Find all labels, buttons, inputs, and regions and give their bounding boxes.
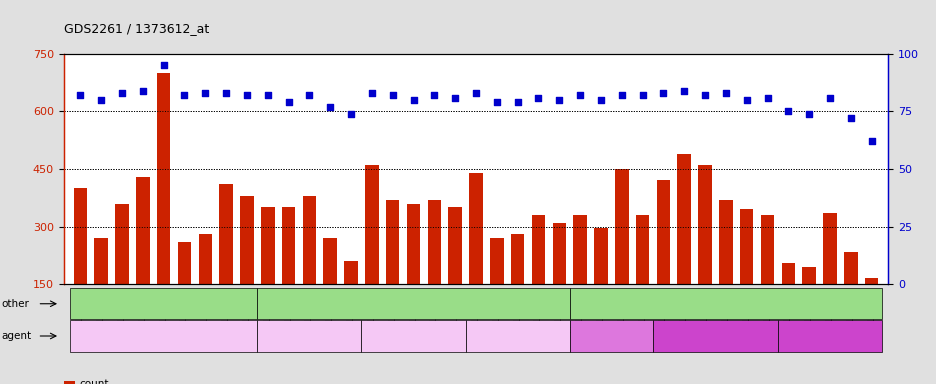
Bar: [573, 215, 586, 342]
Point: [218, 90, 233, 96]
Text: dinitrophenol: dinitrophenol: [381, 331, 446, 341]
Bar: [843, 252, 856, 342]
Bar: [760, 215, 773, 342]
Bar: [115, 204, 128, 342]
Bar: [636, 215, 649, 342]
Point: [531, 94, 546, 101]
Bar: [490, 238, 503, 342]
Bar: [531, 215, 545, 342]
Text: other: other: [2, 299, 30, 309]
Point: [655, 90, 670, 96]
Point: [822, 94, 837, 101]
Bar: [739, 209, 753, 342]
Point: [759, 94, 774, 101]
Bar: [323, 238, 337, 342]
Bar: [552, 223, 565, 342]
Bar: [510, 234, 524, 342]
Point: [489, 99, 504, 105]
Bar: [136, 177, 150, 342]
Bar: [427, 200, 441, 342]
Point: [177, 92, 192, 98]
Bar: [156, 73, 170, 342]
Text: n-methylformamide: n-methylformamide: [781, 331, 877, 341]
Bar: [178, 242, 191, 342]
Bar: [448, 207, 461, 342]
Text: toxic: toxic: [711, 299, 739, 309]
Bar: [386, 200, 399, 342]
Point: [551, 97, 566, 103]
Text: GDS2261 / 1373612_at: GDS2261 / 1373612_at: [64, 22, 209, 35]
Point: [240, 92, 255, 98]
Bar: [95, 238, 108, 342]
Point: [592, 97, 607, 103]
Text: untreated: untreated: [139, 331, 187, 341]
Point: [427, 92, 442, 98]
Point: [73, 92, 88, 98]
Point: [739, 97, 753, 103]
Point: [135, 88, 150, 94]
Point: [197, 90, 212, 96]
Point: [344, 111, 358, 117]
Bar: [198, 234, 212, 342]
Point: [114, 90, 129, 96]
Point: [863, 138, 878, 144]
Point: [405, 97, 420, 103]
Point: [281, 99, 296, 105]
Text: caerulein: caerulein: [286, 331, 331, 341]
Text: dimethylnitrosamine: dimethylnitrosamine: [665, 331, 766, 341]
Point: [364, 90, 379, 96]
Text: agent: agent: [2, 331, 32, 341]
Bar: [406, 204, 420, 342]
Point: [801, 111, 816, 117]
Point: [718, 90, 733, 96]
Text: count: count: [80, 379, 109, 384]
Point: [447, 94, 462, 101]
Point: [509, 99, 524, 105]
Bar: [801, 267, 815, 342]
Point: [468, 90, 483, 96]
Text: control: control: [144, 299, 183, 309]
Point: [301, 92, 316, 98]
Point: [260, 92, 275, 98]
Point: [156, 62, 171, 68]
Bar: [677, 154, 690, 342]
Point: [780, 108, 795, 114]
Point: [385, 92, 400, 98]
Bar: [823, 213, 836, 342]
Bar: [614, 169, 628, 342]
Text: non-toxic: non-toxic: [388, 299, 439, 309]
Bar: [718, 200, 732, 342]
Bar: [656, 180, 669, 342]
Bar: [864, 278, 877, 342]
Bar: [74, 188, 87, 342]
Bar: [240, 196, 254, 342]
Bar: [219, 184, 233, 342]
Point: [676, 88, 691, 94]
Bar: [781, 263, 795, 342]
Point: [842, 115, 857, 121]
Text: alpha-naphthylisothiocyan
ate: alpha-naphthylisothiocyan ate: [546, 325, 676, 347]
Bar: [697, 165, 711, 342]
Bar: [344, 261, 358, 342]
Point: [322, 104, 337, 110]
Point: [572, 92, 587, 98]
Point: [696, 92, 711, 98]
Bar: [302, 196, 315, 342]
Bar: [593, 228, 607, 342]
Point: [94, 97, 109, 103]
Bar: [365, 165, 378, 342]
Point: [614, 92, 629, 98]
Point: [635, 92, 650, 98]
Bar: [469, 173, 482, 342]
Text: rosiglitazone: rosiglitazone: [486, 331, 548, 341]
Bar: [261, 207, 274, 342]
Bar: [282, 207, 295, 342]
